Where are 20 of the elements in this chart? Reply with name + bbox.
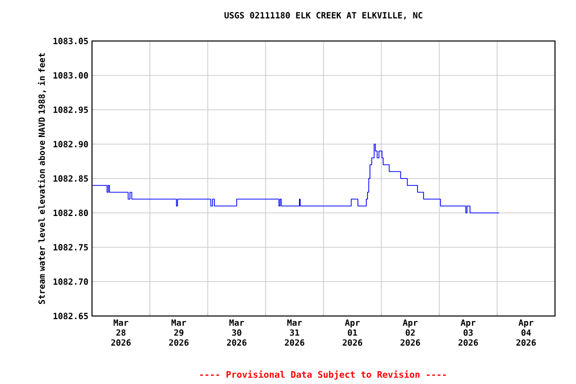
y-axis-title: Stream water level elevation above NAVD 1988, in feet — [38, 53, 46, 304]
x-tick-label: Mar 28 2026 — [111, 320, 131, 346]
x-tick-label: Mar 31 2026 — [284, 320, 304, 346]
y-tick-label: 1082.65 — [54, 312, 88, 320]
x-tick-label: Apr 02 2026 — [400, 320, 420, 346]
y-tick-label: 1082.90 — [54, 140, 88, 148]
x-tick-label: Mar 30 2026 — [226, 320, 246, 346]
y-tick-label: 1083.05 — [54, 38, 88, 44]
x-tick-label: Apr 01 2026 — [342, 320, 362, 346]
y-tick-label: 1082.70 — [54, 278, 88, 285]
y-tick-label: 1083.00 — [54, 72, 88, 79]
x-tick-label: Apr 03 2026 — [458, 320, 478, 346]
y-tick-label: 1082.95 — [54, 106, 88, 113]
chart-title: USGS 02111180 ELK CREEK AT ELKVILLE, NC — [224, 12, 422, 20]
y-tick-label: 1082.85 — [54, 175, 88, 182]
x-tick-label: Apr 04 2026 — [516, 320, 536, 346]
x-tick-label: Mar 29 2026 — [169, 320, 189, 346]
y-tick-label: 1082.75 — [54, 244, 88, 250]
text: ---- Provisional Data Subject to Revision ---- — [200, 370, 446, 380]
y-tick-label: 1082.80 — [54, 210, 88, 216]
